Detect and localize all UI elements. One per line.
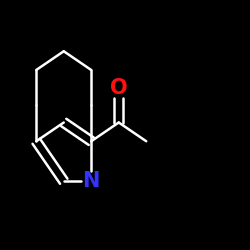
Text: O: O — [110, 78, 128, 98]
Text: N: N — [82, 171, 100, 191]
